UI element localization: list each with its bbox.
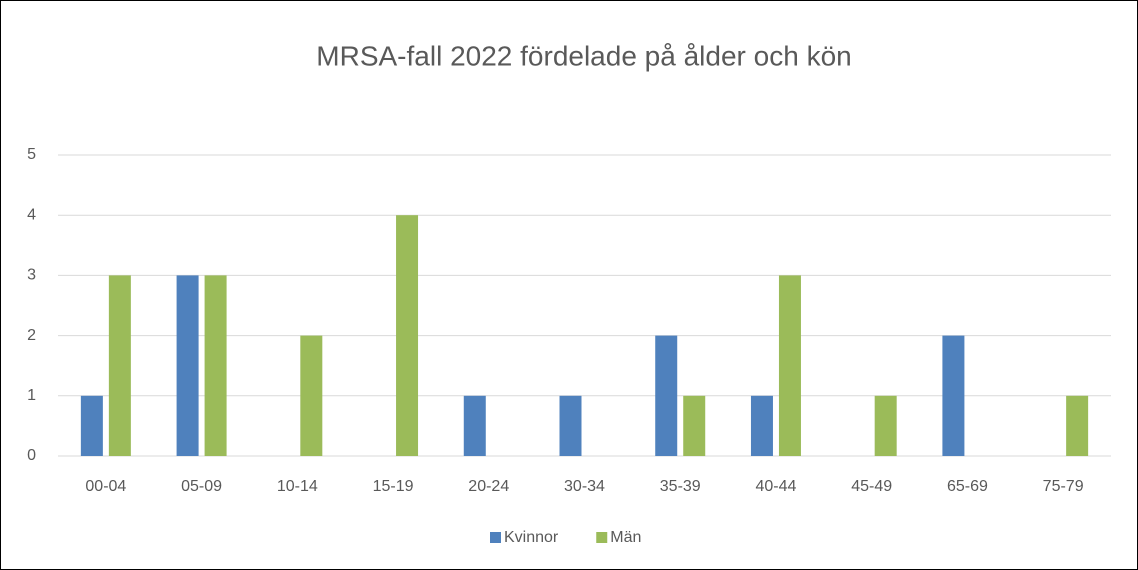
bar	[108, 275, 131, 456]
x-tick-label: 15-19	[373, 478, 414, 495]
bar	[655, 335, 678, 456]
legend-label: Män	[610, 529, 641, 546]
y-tick-label: 1	[27, 387, 36, 404]
x-tick-label: 40-44	[755, 478, 796, 495]
x-tick-label: 10-14	[277, 478, 318, 495]
x-tick-label: 35-39	[660, 478, 701, 495]
bar	[1066, 395, 1089, 456]
bar	[463, 395, 486, 456]
y-tick-label: 0	[27, 447, 36, 464]
y-tick-label: 4	[27, 206, 36, 223]
y-tick-label: 5	[27, 146, 36, 163]
y-tick-label: 2	[27, 327, 36, 344]
bar	[559, 395, 582, 456]
bar	[778, 275, 801, 456]
bar	[750, 395, 773, 456]
chart-title: MRSA-fall 2022 fördelade på ålder och kö…	[316, 40, 851, 71]
bar	[396, 215, 419, 456]
x-tick-label: 20-24	[468, 478, 509, 495]
bar	[683, 395, 706, 456]
bar	[176, 275, 199, 456]
x-tick-label: 30-34	[564, 478, 605, 495]
y-tick-label: 3	[27, 267, 36, 284]
x-tick-label: 05-09	[181, 478, 222, 495]
legend-swatch	[596, 532, 608, 543]
bar	[942, 335, 965, 456]
bar	[874, 395, 897, 456]
legend-label: Kvinnor	[504, 529, 559, 546]
x-tick-label: 65-69	[947, 478, 988, 495]
x-tick-label: 00-04	[85, 478, 126, 495]
legend-swatch	[490, 532, 501, 543]
bar	[204, 275, 227, 456]
x-tick-label: 75-79	[1043, 478, 1084, 495]
bar	[80, 395, 103, 456]
bar	[300, 335, 323, 456]
x-tick-label: 45-49	[851, 478, 892, 495]
